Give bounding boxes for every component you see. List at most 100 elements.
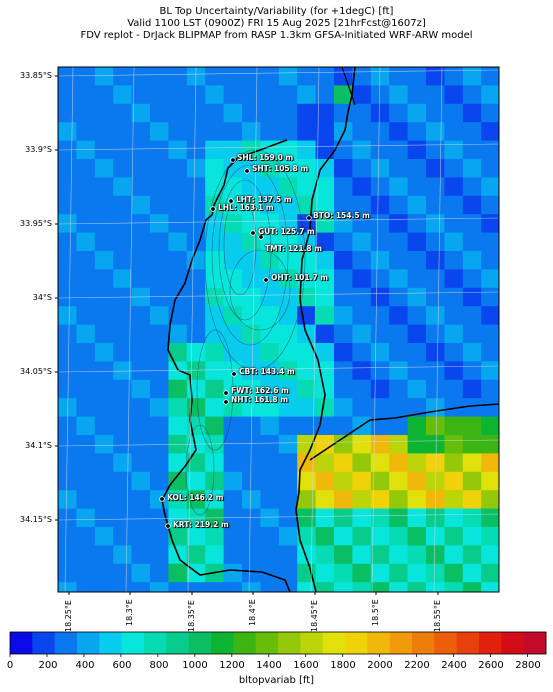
field-cell [426,361,445,381]
field-cell [242,582,261,592]
field-cell [389,398,409,418]
field-cell [260,527,280,546]
station-tmt: TMT: 121.8 m [265,244,323,253]
field-cell [76,251,96,270]
field-cell [444,195,464,215]
field-cell [426,159,445,178]
field-cell [407,140,427,160]
colorbar-tick-0: 0 [6,660,14,671]
field-cell [315,287,335,307]
field-cell [205,122,225,142]
colorbar-swatch [278,632,301,654]
field-cell [94,416,114,436]
field-cell [58,287,77,307]
field-cell [315,582,335,592]
field-cell [205,103,225,123]
field-cell [150,287,169,307]
field-cell [260,67,280,86]
field-cell [352,563,372,583]
field-cell [352,453,372,473]
field-cell [223,177,243,197]
field-cell [352,527,372,546]
field-cell [186,103,206,123]
field-cell [131,324,151,344]
field-cell [334,251,353,270]
field-cell [242,453,261,473]
field-cell [58,177,77,197]
field-cell [389,232,409,252]
colorbar-swatch [10,632,33,654]
field-cell [260,398,280,418]
field-cell [407,471,427,491]
field-cell [462,527,482,546]
field-cell [407,527,427,546]
field-cell [76,269,96,289]
station-cbt: CBT: 143.4 m [239,367,295,376]
field-cell [113,103,133,123]
field-cell [462,398,482,418]
field-cell [426,527,445,546]
station-lhl: LHL: 163.1 m [218,203,274,212]
field-cell [58,398,77,418]
field-cell [297,85,317,105]
station-sht: SHT: 105.8 m [252,164,309,173]
field-cell [370,159,390,178]
lon-gridline [187,67,197,592]
field-cell [407,361,427,381]
colorbar-swatch [367,632,391,654]
field-cell [315,85,335,105]
field-cell [168,195,188,215]
colorbar-swatch [211,632,234,654]
field-cell [352,195,372,215]
field-cell [481,563,499,583]
field-cell [444,306,464,326]
field-cell [297,435,317,454]
field-cell [278,214,298,234]
contour-line [185,424,215,516]
field-cell [168,563,188,583]
field-cell [389,140,409,160]
field-cell [94,379,114,399]
field-cell [315,140,335,160]
lon-gridline [433,67,443,592]
field-cell [278,195,298,215]
field-cell [168,508,188,528]
field-cell [370,508,390,528]
field-cell [242,103,261,123]
map-title-line-2: Valid 1100 LST (0900Z) FRI 15 Aug 2025 [… [127,18,426,29]
field-cell [481,159,499,178]
field-cell [334,379,353,399]
lon-label-18-4: 18.4°E [248,599,257,626]
field-cell [370,85,390,105]
field-cell [186,159,206,178]
field-cell [278,177,298,197]
field-cell [205,490,225,510]
field-cell [481,471,499,491]
field-cell [260,490,280,510]
field-cell [278,508,298,528]
field-cell [223,251,243,270]
lon-label-18-25: 18.25°E [64,600,73,632]
lon-label-18-45: 18.45°E [310,600,319,632]
field-cell [76,582,96,592]
field-cell [334,361,353,381]
colorbar-swatch [166,632,190,654]
field-cell [426,214,445,234]
station-dot [231,371,237,377]
field-cell [481,195,499,215]
field-cell [150,379,169,399]
field-cell [150,159,169,178]
field-cell [168,361,188,381]
field-cell [370,490,390,510]
lon-gridline [125,67,135,592]
field-cell [444,343,464,362]
field-cell [168,582,188,592]
field-cell [462,306,482,326]
field-cell [407,435,427,454]
field-cell [352,545,372,565]
colorbar-swatch [54,632,78,654]
field-cell [462,490,482,510]
field-cell [444,361,464,381]
field-cell [260,85,280,105]
field-cell [94,67,114,86]
